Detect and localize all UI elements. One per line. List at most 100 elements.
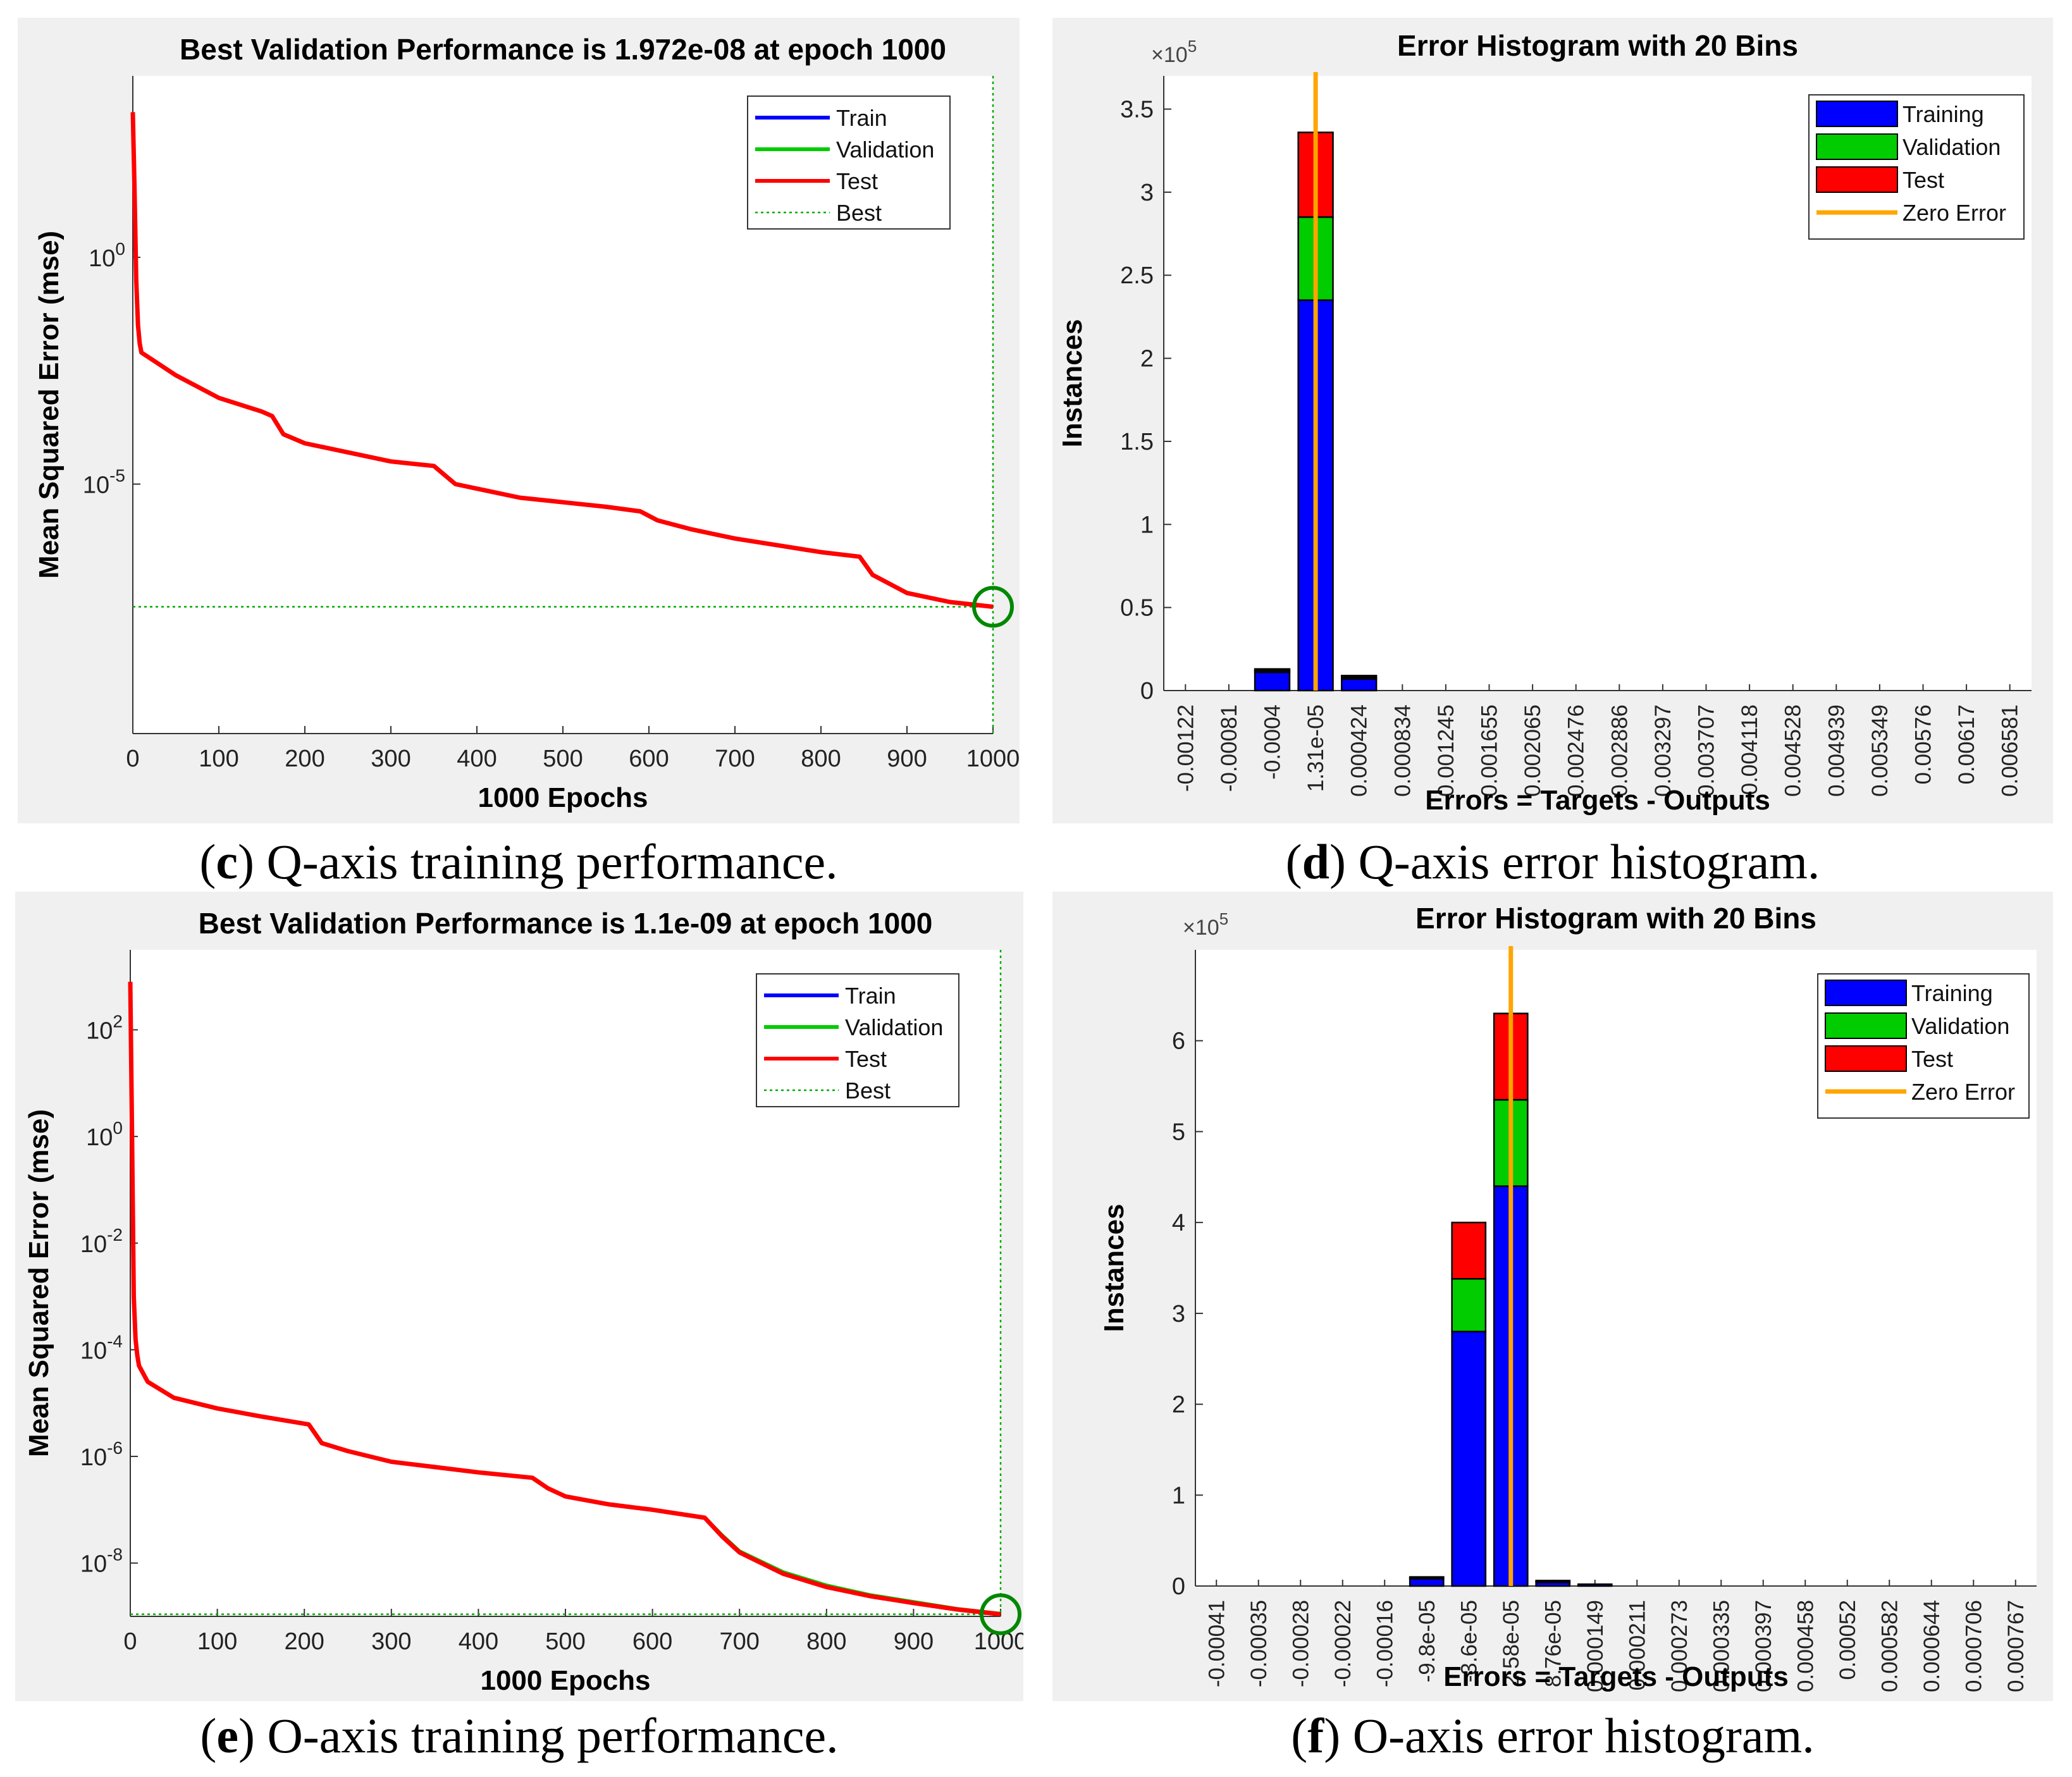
legend-label-test: Test	[836, 168, 878, 194]
legend-label-best: Best	[836, 200, 882, 226]
x-tick-label: 0.000397	[1751, 1600, 1776, 1692]
best-point-circle	[972, 586, 1014, 628]
x-tick-label: 100	[199, 746, 238, 772]
x-tick-label: 0.000644	[1920, 1600, 1944, 1692]
q-error-histogram-chart: Error Histogram with 20 Bins ×105 0 0.5 1 1.5…	[1057, 29, 2032, 816]
y-tick-label: 2	[1172, 1392, 1185, 1418]
x-tick-label: 900	[894, 1628, 934, 1655]
caption-text: ) O-axis training performance.	[238, 1708, 839, 1763]
best-point-circle	[980, 1593, 1021, 1635]
y-tick-label: 100	[86, 1118, 123, 1151]
legend-label-validation: Validation	[1902, 134, 2001, 160]
y-scale-factor: ×105	[1183, 909, 1228, 940]
caption-text: ) Q-axis training performance.	[238, 834, 838, 889]
o-error-histogram-chart: Error Histogram with 20 Bins ×105 0 1 2 3 4 5 6 -…	[1099, 902, 2037, 1692]
histogram-bar-training	[1254, 671, 1291, 692]
legend-label-train: Train	[845, 983, 896, 1009]
x-tick-label: 0.000834	[1390, 704, 1415, 797]
x-tick-label: 0.002065	[1520, 704, 1545, 797]
y-tick-label: 1.5	[1120, 429, 1154, 455]
x-tick-label: 800	[806, 1628, 846, 1655]
x-tick-label: 300	[371, 1628, 411, 1655]
x-tick-label: -3.6e-05	[1457, 1600, 1481, 1682]
x-tick-label: 0.00576	[1911, 704, 1936, 785]
x-tick-label: -0.00122	[1173, 704, 1198, 792]
x-tick-label: -0.00028	[1288, 1600, 1313, 1687]
series-line-test	[128, 981, 1001, 1617]
caption-letter: e	[216, 1708, 238, 1763]
x-tick-label: 0.005349	[1868, 704, 1892, 797]
series-line-test	[130, 112, 994, 609]
y-tick-label: 1	[1140, 512, 1154, 538]
y-tick-label: 0	[1172, 1573, 1185, 1600]
chart-title: Best Validation Performance is 1.1e-09 a…	[199, 907, 933, 940]
y-tick-label: 6	[1172, 1028, 1185, 1055]
x-tick-label: 0.004939	[1824, 704, 1849, 797]
panel-q-histogram: Error Histogram with 20 Bins ×105 0 0.5 1 1.5…	[1052, 18, 2053, 823]
x-tick-label: 500	[543, 746, 583, 772]
x-tick-label: 500	[545, 1628, 585, 1655]
x-tick-label: 0.001245	[1434, 704, 1458, 797]
legend-label-training: Training	[1911, 980, 1993, 1006]
panel-o-histogram: Error Histogram with 20 Bins ×105 0 1 2 3 4 5 6 -…	[1052, 892, 2053, 1701]
x-tick-label: 0.000424	[1347, 704, 1372, 797]
x-tick-label: 0.000273	[1667, 1600, 1692, 1692]
legend-label-train: Train	[836, 105, 887, 131]
x-tick-label: 0.000335	[1709, 1600, 1734, 1692]
x-tick-label: 0	[123, 1628, 137, 1655]
legend-label-zero-error: Zero Error	[1911, 1079, 2015, 1105]
legend-label-test: Test	[845, 1046, 887, 1072]
chart-title: Best Validation Performance is 1.972e-08…	[180, 33, 946, 66]
panel-q-training: Best Validation Performance is 1.972e-08…	[18, 18, 1020, 823]
caption-text: ) Q-axis error histogram.	[1329, 834, 1820, 889]
x-tick-label: 200	[285, 746, 324, 772]
histogram-bar-test	[1451, 1221, 1487, 1280]
x-tick-label: 700	[719, 1628, 759, 1655]
panel-o-training: Best Validation Performance is 1.1e-09 a…	[15, 892, 1027, 1701]
x-tick-label: -0.0004	[1261, 704, 1285, 780]
legend-label-zero-error: Zero Error	[1902, 200, 2006, 226]
legend-label-best: Best	[845, 1078, 891, 1104]
histogram-bar-test	[1409, 1576, 1445, 1579]
histogram-bar-test	[1341, 675, 1378, 679]
x-tick-label: 200	[284, 1628, 324, 1655]
caption-letter: f	[1307, 1708, 1324, 1763]
legend-label-test: Test	[1902, 167, 1944, 193]
chart-title: Error Histogram with 20 Bins	[1415, 902, 1816, 935]
y-axis-label: Instances	[1057, 319, 1088, 448]
x-tick-label: 400	[459, 1628, 498, 1655]
y-tick-label: 0.5	[1120, 595, 1154, 622]
histogram-bar-training	[1341, 678, 1378, 692]
x-tick-label: 0.004528	[1781, 704, 1806, 797]
caption-c: (c) Q-axis training performance.	[199, 834, 838, 889]
x-tick-label: 0.002476	[1564, 704, 1589, 797]
x-tick-label: 0.006581	[1998, 704, 2023, 797]
x-tick-label: 600	[632, 1628, 672, 1655]
x-axis-label: Errors = Targets - Outputs	[1425, 785, 1770, 816]
legend-label-validation: Validation	[1911, 1013, 2009, 1039]
x-tick-label: 0.00617	[1954, 704, 1979, 785]
x-tick-label: 0.003707	[1694, 704, 1719, 797]
x-tick-label: 0.000767	[2004, 1600, 2028, 1692]
x-tick-label: 600	[629, 746, 669, 772]
legend-swatch-validation	[1825, 1012, 1907, 1039]
x-tick-label: 0.000149	[1583, 1600, 1608, 1692]
x-tick-label: 400	[457, 746, 496, 772]
y-tick-label: 10-6	[80, 1438, 123, 1471]
x-tick-label: 0.000211	[1625, 1600, 1650, 1690]
chart-title: Error Histogram with 20 Bins	[1397, 29, 1798, 62]
caption-f: (f) O-axis error histogram.	[1291, 1708, 1815, 1763]
y-tick-label: 3	[1140, 180, 1154, 206]
y-axis-label: Instances	[1099, 1204, 1130, 1332]
y-tick-label: 3	[1172, 1301, 1185, 1327]
x-tick-label: 100	[197, 1628, 237, 1655]
x-tick-label: 0.001655	[1477, 704, 1502, 797]
x-tick-label: 0	[126, 746, 139, 772]
x-tick-label: 0.000458	[1793, 1600, 1818, 1692]
legend-swatch-validation	[1816, 133, 1898, 160]
x-tick-label: -0.00016	[1372, 1600, 1397, 1687]
x-tick-label: -9.8e-05	[1415, 1600, 1440, 1682]
y-tick-label: 0	[1140, 678, 1154, 704]
x-tick-label: 8.76e-05	[1541, 1600, 1565, 1687]
o-training-performance-chart: Best Validation Performance is 1.1e-09 a…	[23, 907, 1027, 1696]
